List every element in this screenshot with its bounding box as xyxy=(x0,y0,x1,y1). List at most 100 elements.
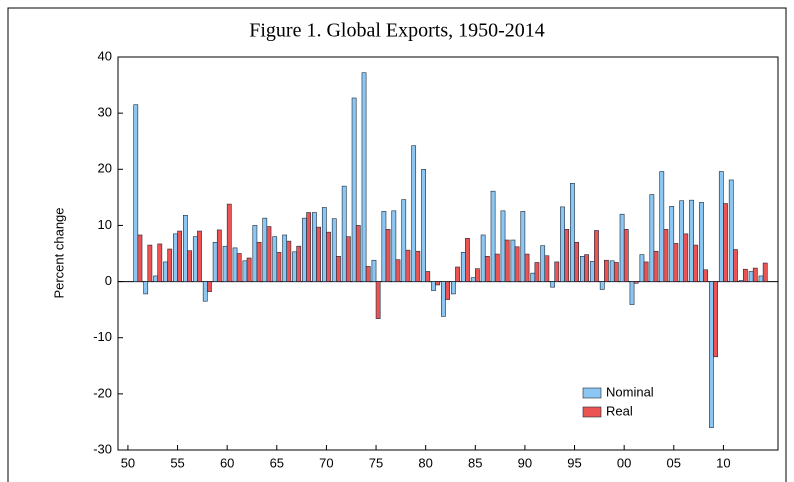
bar xyxy=(550,281,555,288)
bar xyxy=(137,234,143,282)
bar xyxy=(355,225,361,282)
x-tick-label: 50 xyxy=(121,455,135,470)
bar xyxy=(474,268,480,282)
y-tick-label: -30 xyxy=(93,441,112,456)
bar xyxy=(385,229,391,282)
bar xyxy=(326,231,331,282)
bar xyxy=(629,281,635,305)
bar xyxy=(147,244,153,282)
bar xyxy=(613,262,619,282)
bar xyxy=(484,256,490,282)
bar xyxy=(584,254,589,282)
bar xyxy=(282,234,288,282)
bar xyxy=(187,250,192,282)
bar xyxy=(609,260,615,282)
bar xyxy=(226,203,232,282)
bar xyxy=(445,281,450,300)
bar xyxy=(460,252,466,282)
bar xyxy=(133,104,139,282)
bar xyxy=(723,203,728,282)
legend-swatch xyxy=(582,387,602,399)
legend-label: Nominal xyxy=(606,384,654,399)
bar xyxy=(316,226,321,282)
bar xyxy=(266,226,272,282)
bar xyxy=(222,245,228,282)
bar xyxy=(639,254,645,282)
bar xyxy=(232,247,238,282)
bar xyxy=(425,271,431,282)
bar xyxy=(579,256,585,282)
bar xyxy=(570,183,575,282)
bar xyxy=(530,272,536,282)
bar xyxy=(510,239,516,282)
bar xyxy=(345,236,351,282)
x-tick-label: 70 xyxy=(319,455,333,470)
bar xyxy=(758,275,764,282)
bar xyxy=(312,212,317,282)
bar xyxy=(421,168,426,282)
bar xyxy=(733,249,738,282)
legend-label: Real xyxy=(606,403,633,418)
bar xyxy=(554,261,560,282)
x-tick-label: 05 xyxy=(667,455,681,470)
bar xyxy=(520,211,526,282)
bar xyxy=(331,218,337,282)
bar xyxy=(341,185,347,282)
y-tick-label: 10 xyxy=(98,217,112,232)
bar xyxy=(336,256,341,282)
y-tick-label: 30 xyxy=(98,105,112,120)
bar xyxy=(177,230,183,282)
bar xyxy=(619,213,625,282)
bar xyxy=(500,210,506,282)
x-tick-label: 55 xyxy=(170,455,184,470)
bar xyxy=(673,243,679,282)
bar xyxy=(411,145,417,282)
bar xyxy=(153,275,158,282)
bar xyxy=(202,281,208,302)
bar xyxy=(742,268,748,282)
bar xyxy=(524,253,530,282)
y-tick-label: 40 xyxy=(98,48,112,63)
bar xyxy=(207,281,212,292)
bar xyxy=(292,251,297,282)
bar xyxy=(391,210,397,282)
bar xyxy=(663,229,669,282)
frame xyxy=(7,7,787,482)
bar xyxy=(728,179,734,282)
bar xyxy=(163,261,168,282)
bar xyxy=(256,241,262,282)
bar xyxy=(465,238,470,282)
bar xyxy=(192,236,198,282)
bar xyxy=(574,241,580,282)
plot-area xyxy=(117,56,779,451)
bar xyxy=(321,207,327,282)
bar xyxy=(405,249,411,282)
bar xyxy=(371,259,377,282)
bar xyxy=(252,225,258,282)
bar xyxy=(302,217,307,282)
x-tick-label: 80 xyxy=(418,455,432,470)
y-tick-label: 0 xyxy=(105,273,112,288)
bar xyxy=(599,281,605,290)
bar xyxy=(246,257,252,282)
bar xyxy=(455,266,460,282)
bar xyxy=(564,229,570,282)
x-tick-label: 00 xyxy=(617,455,631,470)
x-tick-label: 95 xyxy=(567,455,581,470)
bar xyxy=(441,281,446,317)
y-tick-label: -20 xyxy=(93,385,112,400)
bar xyxy=(470,277,476,282)
bar xyxy=(286,240,292,282)
bar xyxy=(157,243,163,282)
bar xyxy=(143,281,149,295)
bar xyxy=(272,236,278,282)
bar xyxy=(197,230,202,282)
bar xyxy=(762,262,768,282)
bar xyxy=(504,239,510,282)
bar xyxy=(594,230,599,282)
bar xyxy=(450,281,456,295)
bar xyxy=(480,234,486,282)
bar xyxy=(718,171,724,282)
bar xyxy=(544,255,550,282)
